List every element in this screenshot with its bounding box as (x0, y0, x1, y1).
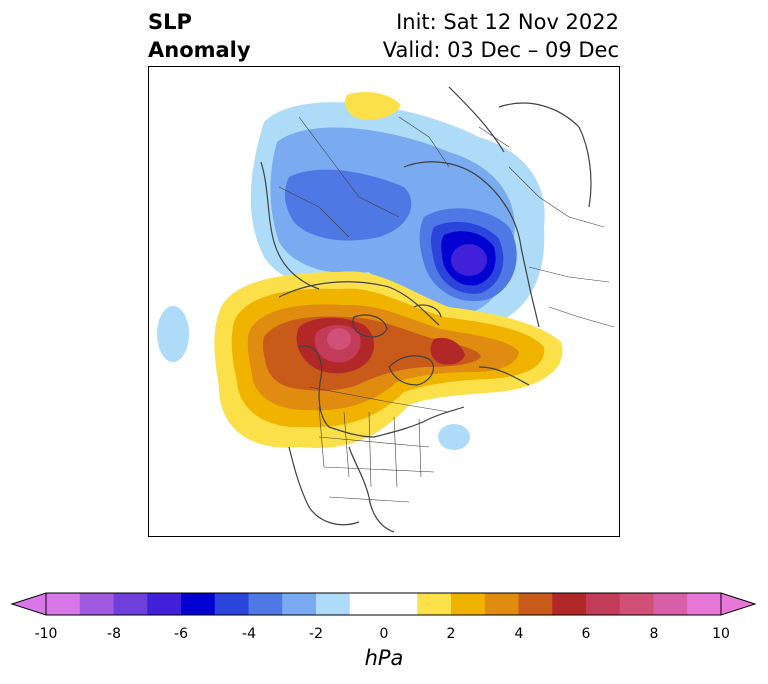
tick-label: -4 (242, 626, 256, 642)
colorbar-swatch (451, 593, 486, 615)
colorbar-swatch (214, 593, 249, 615)
colorbar-swatch (349, 593, 384, 615)
borders (278, 116, 615, 503)
colorbar-swatch (282, 593, 317, 615)
tick-label: 2 (446, 626, 456, 642)
colorbar-swatch (79, 593, 114, 615)
colorbar-swatch (181, 593, 216, 615)
positive-anomaly-region (214, 271, 563, 448)
colorbar-swatch (687, 593, 722, 615)
colorbar-swatch (653, 593, 688, 615)
colorbar-swatch (518, 593, 553, 615)
colorbar-swatches (10, 592, 757, 616)
tick-label: 10 (712, 626, 730, 642)
colorbar-extend-low (10, 592, 47, 616)
forecast-dates: Init: Sat 12 Nov 2022 Valid: 03 Dec – 09… (383, 8, 619, 64)
colorbar-extend-high (720, 592, 757, 616)
colorbar-swatch (552, 593, 587, 615)
colorbar-swatch (383, 593, 418, 615)
colorbar-unit: hPa (364, 646, 404, 670)
tick-label: -6 (174, 626, 188, 642)
colorbar-swatch (619, 593, 654, 615)
colorbar-swatch (113, 593, 148, 615)
colorbar-swatch (46, 593, 81, 615)
title-line-1: SLP (148, 10, 192, 34)
tick-label: 6 (581, 626, 591, 642)
valid-range: Valid: 03 Dec – 09 Dec (382, 38, 619, 62)
tick-label: -2 (309, 626, 323, 642)
colorbar-swatch (586, 593, 621, 615)
anomaly-map (157, 86, 615, 533)
title-line-2: Anomaly (148, 38, 251, 62)
tick-label: 0 (379, 626, 389, 642)
colorbar-swatch (484, 593, 519, 615)
map-title: SLP Anomaly (148, 8, 251, 64)
coastlines (260, 86, 592, 533)
colorbar-swatch (417, 593, 452, 615)
tick-label: 8 (649, 626, 659, 642)
colorbar-swatch (248, 593, 283, 615)
tick-label: -8 (107, 626, 121, 642)
init-date: Init: Sat 12 Nov 2022 (396, 10, 619, 34)
colorbar-frame (45, 592, 722, 616)
tick-label: 4 (514, 626, 524, 642)
colorbar (10, 592, 757, 616)
colorbar-swatch (316, 593, 351, 615)
colorbar-swatch (147, 593, 182, 615)
map-panel (148, 66, 620, 537)
tick-label: -10 (34, 626, 58, 642)
